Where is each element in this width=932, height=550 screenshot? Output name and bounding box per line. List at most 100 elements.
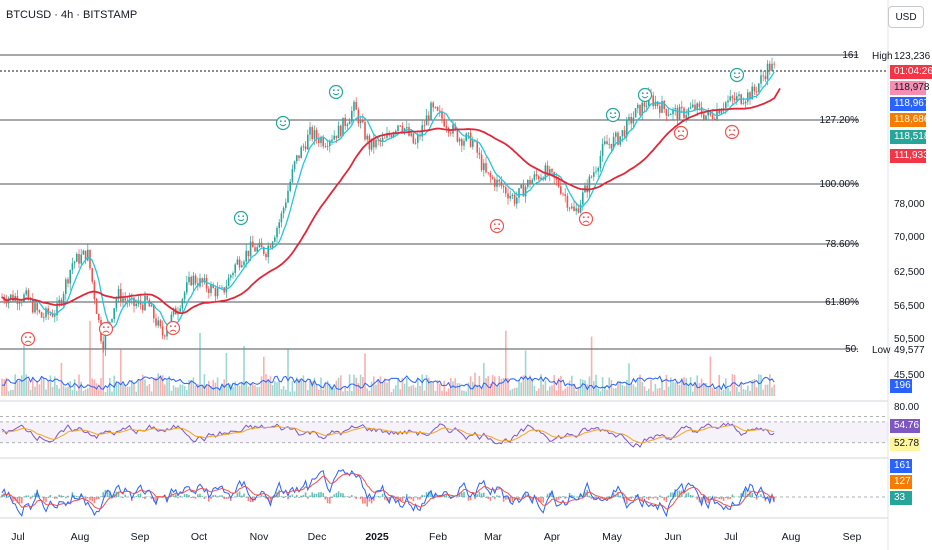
- volume-bar: [322, 389, 324, 396]
- volume-bar: [16, 380, 19, 396]
- candle-body: [144, 295, 146, 311]
- volume-bar: [40, 377, 43, 396]
- marker-eye: [24, 336, 27, 339]
- candle-body: [494, 178, 496, 187]
- candle-body: [736, 96, 738, 101]
- candle-body: [727, 100, 729, 103]
- candle-body: [601, 143, 604, 156]
- macd-histogram-bar: [722, 497, 725, 501]
- candle-body: [773, 63, 775, 65]
- candle-body: [115, 298, 118, 309]
- volume-bar: [252, 384, 254, 396]
- candle-body: [582, 192, 584, 205]
- candle-body: [762, 75, 764, 77]
- time-axis-label: Sep: [131, 531, 150, 543]
- candle-body: [425, 115, 428, 126]
- candle-body: [731, 96, 734, 99]
- macd-histogram-bar: [298, 497, 300, 498]
- macd-histogram-bar: [568, 492, 571, 497]
- time-axis-label: Sep: [843, 531, 862, 543]
- volume-bar: [379, 376, 382, 396]
- marker-mouth: [169, 329, 177, 332]
- candle-body: [234, 264, 236, 273]
- macd-histogram-bar: [21, 497, 23, 504]
- volume-bar: [687, 386, 690, 396]
- macd-histogram-bar: [89, 497, 91, 501]
- candle-body: [714, 118, 716, 120]
- fib-label: 61.80%: [825, 297, 859, 308]
- volume-bar: [540, 374, 542, 396]
- candle-body: [238, 259, 241, 268]
- volume-bar: [137, 379, 140, 396]
- macd-histogram-bar: [555, 497, 558, 501]
- candle-body: [62, 294, 65, 304]
- macd-histogram-bar: [769, 497, 771, 502]
- macd-histogram-bar: [650, 497, 652, 498]
- macd-histogram-bar: [469, 497, 472, 501]
- candle-body: [551, 169, 553, 173]
- volume-bar: [544, 380, 547, 396]
- volume-bar: [390, 391, 393, 396]
- volume-bar: [694, 382, 696, 396]
- marker-circle: [578, 211, 594, 227]
- volume-bar: [729, 391, 731, 396]
- macd-histogram-bar: [773, 497, 775, 501]
- candle-body: [766, 63, 769, 80]
- volume-bar: [296, 377, 298, 396]
- candle-body: [595, 171, 597, 173]
- volume-bar: [648, 388, 650, 396]
- volume-bar: [47, 381, 49, 396]
- candle-body: [696, 103, 698, 110]
- macd-histogram-bar: [313, 493, 316, 497]
- marker-eye: [107, 326, 110, 329]
- macd-histogram-bar: [238, 491, 241, 497]
- volume-bar: [36, 381, 38, 396]
- volume-bar: [571, 375, 573, 396]
- macd-histogram-bar: [201, 496, 203, 497]
- candle-body: [742, 103, 745, 105]
- volume-bar: [337, 377, 340, 396]
- volume-bar: [557, 377, 560, 396]
- macd-histogram-bar: [573, 495, 575, 497]
- price-axis-label: 56,500: [894, 301, 925, 312]
- marker-mouth: [24, 340, 32, 343]
- macd-histogram-bar: [236, 492, 239, 497]
- candle-body: [749, 92, 751, 100]
- candle-body: [681, 106, 683, 109]
- macd-histogram-bar: [318, 492, 320, 497]
- volume-bar: [146, 385, 148, 396]
- high-label: High: [872, 51, 893, 62]
- candle-body: [32, 299, 34, 313]
- marker-mouth: [332, 92, 340, 96]
- candle-body: [236, 259, 239, 265]
- macd-histogram-bar: [102, 492, 104, 497]
- volume-bar: [148, 384, 151, 396]
- macd-histogram-bar: [172, 495, 175, 497]
- volume-bar: [733, 374, 736, 396]
- volume-bar: [434, 391, 437, 396]
- marker-mouth: [733, 75, 741, 79]
- macd-histogram-bar: [406, 494, 408, 497]
- candle-body: [630, 117, 632, 124]
- candle-body: [351, 110, 353, 122]
- volume-bar: [353, 374, 355, 396]
- candle-body: [395, 130, 397, 133]
- candle-body: [36, 303, 38, 311]
- ma-price-tag: 118,686: [890, 113, 929, 127]
- volume-bar: [401, 377, 404, 396]
- volume-bar: [58, 388, 60, 396]
- marker-circle: [275, 115, 291, 131]
- macd-histogram-bar: [225, 497, 228, 499]
- marker-mouth: [728, 133, 736, 136]
- currency-button[interactable]: USD: [888, 6, 924, 28]
- macd-histogram-bar: [282, 497, 285, 499]
- candle-body: [698, 103, 701, 107]
- volume-bar: [388, 378, 390, 396]
- volume-bar: [62, 385, 65, 396]
- candle-body: [78, 253, 80, 264]
- volume-bar: [511, 389, 514, 396]
- candle-body: [186, 282, 188, 293]
- macd-histogram-bar: [421, 494, 423, 497]
- candle-body: [340, 125, 342, 136]
